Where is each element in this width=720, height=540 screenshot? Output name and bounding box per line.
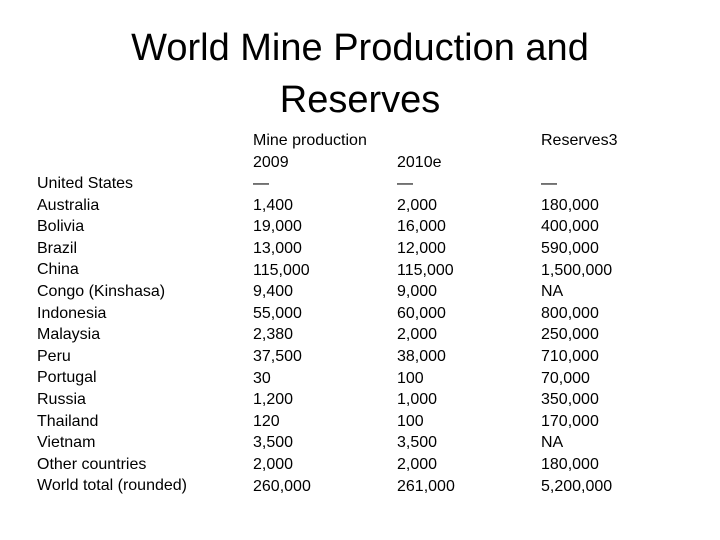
production-2009-cell: 1,200 [253, 391, 294, 409]
production-2010-cell: 115,000 [397, 261, 454, 279]
reserves-cell: 250,000 [541, 326, 599, 344]
production-2010-column: 2010e — 2,000 16,000 12,000 115,000 9,000 60,0… [397, 130, 455, 497]
production-2010-cell: 261,000 [397, 477, 455, 495]
country-cell: Vietnam [37, 434, 96, 452]
production-2009-cell: 19,000 [253, 218, 302, 236]
country-cell: Other countries [37, 455, 147, 473]
country-cell: China [37, 261, 79, 279]
reserves-cell: — [541, 175, 557, 193]
slide-title: World Mine Production and Reserves [0, 22, 720, 126]
production-2010-cell: 16,000 [397, 218, 446, 236]
country-column: United States Australia Bolivia Brazil China… [37, 173, 187, 497]
reserves-column: Reserves3 — 180,000 400,000 590,000 1,500,00… [541, 130, 617, 497]
title-line-2: Reserves [279, 79, 441, 121]
year-2009-header: 2009 [253, 153, 289, 171]
reserves-cell: 350,000 [541, 391, 599, 409]
country-cell: Congo (Kinshasa) [37, 282, 166, 300]
reserves-cell: 710,000 [541, 347, 599, 365]
country-cell: Indonesia [37, 304, 107, 322]
production-2009-cell: 3,500 [253, 434, 294, 452]
production-2009-cell: 9,400 [253, 283, 294, 301]
production-2010-cell: 100 [397, 369, 424, 387]
year-2010-header: 2010e [397, 153, 442, 171]
production-2009-column: Mine production 2009 — 1,400 19,000 13,000 1… [253, 130, 367, 497]
country-cell: Bolivia [37, 218, 85, 236]
reserves-header: Reserves3 [541, 132, 618, 149]
title-line-1: World Mine Production and [131, 27, 589, 69]
country-cell: Malaysia [37, 326, 101, 344]
reserves-cell: 170,000 [541, 412, 599, 430]
production-2010-cell: 3,500 [397, 434, 438, 452]
mine-production-header: Mine production [253, 132, 367, 149]
production-2009-cell: 2,380 [253, 326, 294, 344]
reserves-cell: 400,000 [541, 218, 599, 236]
reserves-cell: 1,500,000 [541, 261, 613, 279]
reserves-cell: 180,000 [541, 196, 599, 214]
production-2010-cell: 2,000 [397, 326, 438, 344]
production-2010-cell: 2,000 [397, 455, 438, 473]
production-2010-cell: 38,000 [397, 347, 446, 365]
country-cell: Australia [37, 196, 100, 214]
header-spacer [397, 130, 455, 152]
production-2009-cell: 1,400 [253, 196, 294, 214]
reserves-cell: NA [541, 283, 564, 301]
production-2010-cell: 1,000 [397, 391, 438, 409]
country-cell: Brazil [37, 239, 78, 257]
reserves-cell: 180,000 [541, 455, 599, 473]
production-2009-cell: 120 [253, 412, 280, 430]
production-2010-cell: — [397, 175, 413, 193]
country-cell: United States [37, 175, 134, 192]
production-2010-cell: 60,000 [397, 304, 446, 322]
reserves-cell: 590,000 [541, 239, 599, 257]
reserves-cell: NA [541, 434, 564, 452]
country-cell: Peru [37, 347, 71, 365]
reserves-cell: 800,000 [541, 304, 599, 322]
country-cell: Russia [37, 390, 86, 408]
production-2009-cell: 30 [253, 369, 271, 387]
reserves-cell: 70,000 [541, 369, 590, 387]
production-2009-cell: 13,000 [253, 239, 302, 257]
production-2009-cell: 260,000 [253, 477, 311, 495]
reserves-cell: 5,200,000 [541, 477, 613, 495]
production-2009-cell: 115,000 [253, 261, 310, 279]
production-2009-cell: — [253, 175, 269, 193]
production-2010-cell: 2,000 [397, 196, 438, 214]
country-cell: Portugal [37, 369, 97, 387]
country-cell: Thailand [37, 412, 99, 430]
production-2009-cell: 55,000 [253, 304, 302, 322]
header-spacer [541, 152, 617, 174]
production-2009-cell: 2,000 [253, 455, 294, 473]
production-2010-cell: 12,000 [397, 239, 446, 257]
production-2010-cell: 9,000 [397, 283, 438, 301]
country-cell: World total (rounded) [37, 477, 187, 495]
production-2009-cell: 37,500 [253, 347, 302, 365]
production-2010-cell: 100 [397, 412, 424, 430]
